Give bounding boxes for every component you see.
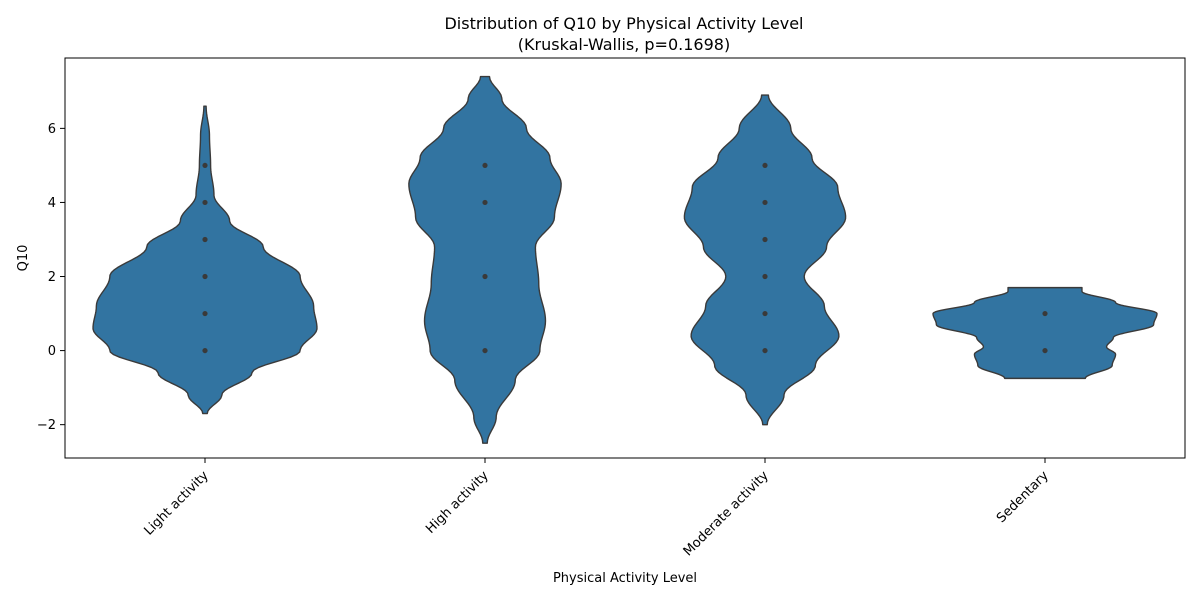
chart-title: Distribution of Q10 by Physical Activity… <box>444 14 803 33</box>
violin-sedentary <box>932 286 1158 380</box>
y-tick-label: −2 <box>37 418 56 433</box>
plot-frame <box>64 57 1186 459</box>
x-tick-label: Sedentary <box>994 468 1052 526</box>
data-point <box>202 310 208 317</box>
data-point <box>762 236 768 243</box>
data-point <box>482 162 488 169</box>
data-point <box>202 273 208 280</box>
x-tick-label: Light activity <box>141 468 212 539</box>
data-point <box>202 162 208 169</box>
violin-high-activity <box>408 75 562 444</box>
data-point <box>202 236 208 243</box>
y-tick-label: 6 <box>48 122 56 137</box>
data-point <box>482 347 488 354</box>
x-tick-label: High activity <box>423 468 492 537</box>
violins-layer <box>92 75 1158 444</box>
y-tick-label: 2 <box>48 270 56 285</box>
y-tick-label: 4 <box>48 196 56 211</box>
data-point <box>762 199 768 206</box>
data-point <box>202 199 208 206</box>
data-point <box>762 310 768 317</box>
violin-light-activity <box>92 105 318 415</box>
data-point <box>762 162 768 169</box>
y-axis-label: Q10 <box>16 245 31 272</box>
data-point <box>202 347 208 354</box>
data-point <box>482 199 488 206</box>
x-axis-label: Physical Activity Level <box>553 571 697 586</box>
data-point <box>762 273 768 280</box>
chart-subtitle: (Kruskal-Wallis, p=0.1698) <box>518 35 730 54</box>
y-tick-label: 0 <box>48 344 56 359</box>
violin-moderate-activity <box>683 94 847 426</box>
data-point <box>1042 347 1048 354</box>
data-point <box>1042 310 1048 317</box>
y-axis: −2 0 2 4 6 <box>37 122 65 433</box>
quartile-points-layer <box>202 162 1048 354</box>
x-axis: Light activity High activity Moderate acti… <box>141 458 1052 559</box>
data-point <box>762 347 768 354</box>
x-tick-label: Moderate activity <box>681 468 772 559</box>
data-point <box>482 273 488 280</box>
